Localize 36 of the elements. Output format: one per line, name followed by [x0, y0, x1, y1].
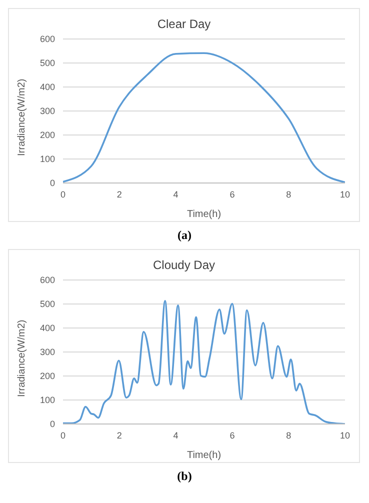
- x-axis-title: Time(h): [186, 450, 222, 461]
- y-tick-label: 0: [50, 419, 55, 430]
- x-tick-label: 8: [286, 189, 292, 200]
- y-tick-label: 400: [40, 323, 55, 334]
- x-tick-label: 10: [340, 430, 350, 440]
- text: (a): [176, 228, 192, 243]
- y-axis-title: Irradiance(W/m2): [16, 78, 28, 156]
- x-tick-label: 0: [60, 430, 66, 440]
- y-tick-label: 500: [40, 58, 55, 68]
- y-tick-label: 400: [40, 82, 55, 92]
- y-tick-label: 0: [50, 178, 55, 188]
- y-tick-label: 100: [40, 395, 55, 406]
- line-series: [63, 300, 345, 424]
- x-tick-label: 4: [173, 430, 178, 440]
- y-tick-label: 500: [40, 299, 55, 310]
- text: (b): [176, 469, 193, 484]
- y-tick-label: 600: [40, 275, 55, 286]
- chart-title: Clear Day: [156, 17, 212, 31]
- x-axis-title: Time(h): [186, 209, 222, 220]
- x-tick-label: 6: [230, 430, 235, 440]
- y-tick-label: 200: [40, 371, 55, 382]
- x-tick-label: 8: [286, 430, 292, 440]
- y-tick-label: 100: [40, 154, 55, 164]
- x-tick-label: 4: [173, 189, 178, 200]
- x-tick-label: 2: [116, 430, 122, 440]
- y-tick-label: 300: [40, 106, 55, 116]
- y-tick-label: 300: [40, 347, 55, 358]
- chart-title: Cloudy Day: [152, 258, 216, 272]
- x-tick-label: 6: [230, 189, 235, 200]
- x-tick-label: 10: [340, 189, 350, 200]
- y-axis-title: Irradiance(W/m2): [16, 320, 28, 397]
- y-tick-label: 200: [40, 130, 55, 140]
- line-series: [63, 52, 345, 183]
- x-tick-label: 0: [60, 189, 66, 200]
- y-tick-label: 600: [40, 34, 55, 44]
- x-tick-label: 2: [116, 189, 122, 200]
